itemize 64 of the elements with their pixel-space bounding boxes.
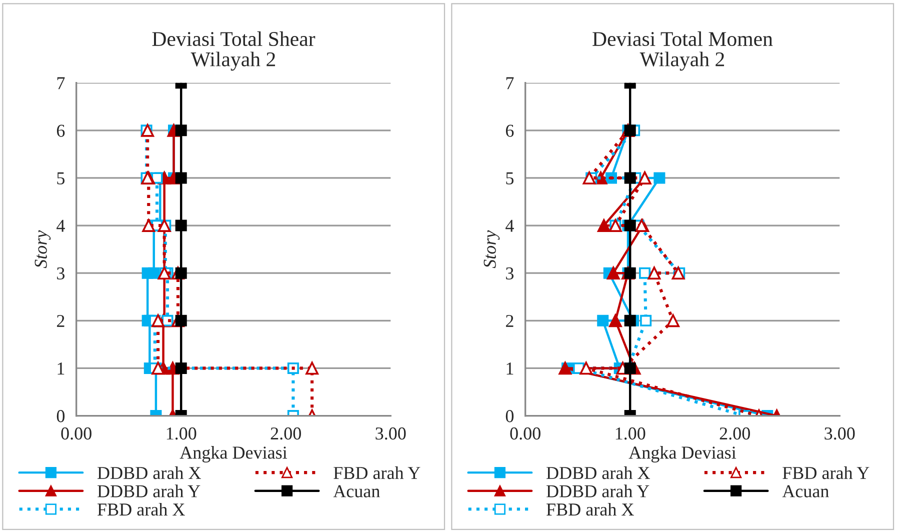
y-tick-label: 5 bbox=[506, 172, 514, 184]
y-tick-label: 2 bbox=[506, 314, 514, 327]
point bbox=[152, 362, 165, 375]
y-tick-label: 0 bbox=[56, 410, 65, 422]
legend-label: FBD arah X bbox=[546, 502, 634, 516]
legend-label: Acuan bbox=[333, 485, 380, 498]
point bbox=[640, 314, 652, 326]
y-tick-label: 6 bbox=[506, 124, 514, 137]
point bbox=[152, 314, 165, 328]
point bbox=[597, 314, 609, 326]
y-axis-title: Story bbox=[484, 230, 500, 268]
point bbox=[175, 362, 187, 374]
y-tick-label: 7 bbox=[506, 77, 514, 90]
chart-title: Deviasi Total Shear Wilayah 2 bbox=[152, 31, 316, 71]
legend-label: FBD arah Y bbox=[782, 466, 870, 480]
y-tick-label: 0 bbox=[506, 410, 514, 422]
x-tick-label: 0.00 bbox=[510, 427, 540, 440]
y-tick-label: 3 bbox=[506, 267, 514, 280]
point bbox=[175, 314, 187, 326]
point bbox=[639, 267, 651, 279]
legend-label: DDBD arah Y bbox=[546, 484, 650, 498]
chart-title: Deviasi Total Momen Wilayah 2 bbox=[592, 31, 773, 71]
y-axis-title: Story bbox=[34, 230, 51, 268]
x-tick-label: 1.00 bbox=[616, 427, 646, 440]
y-tick-label: 5 bbox=[57, 172, 65, 184]
legend-label: Acuan bbox=[782, 485, 829, 498]
point bbox=[582, 172, 596, 184]
point bbox=[606, 266, 620, 280]
point bbox=[597, 219, 610, 232]
y-tick-label: 7 bbox=[57, 77, 65, 90]
point bbox=[175, 267, 187, 279]
point bbox=[306, 362, 319, 375]
point bbox=[175, 124, 187, 136]
point bbox=[148, 267, 160, 279]
point bbox=[666, 314, 680, 328]
point bbox=[624, 172, 636, 184]
x-axis-title: Angka Deviasi bbox=[628, 446, 736, 462]
point bbox=[580, 362, 593, 375]
point bbox=[608, 314, 622, 328]
point bbox=[142, 219, 156, 232]
y-tick-label: 3 bbox=[57, 267, 65, 280]
point bbox=[654, 172, 666, 184]
point bbox=[558, 362, 572, 375]
y-tick-label: 2 bbox=[56, 314, 64, 327]
y-tick-label: 4 bbox=[506, 220, 514, 232]
x-tick-label: 2.00 bbox=[720, 427, 750, 440]
legend-label: FBD arah Y bbox=[334, 466, 420, 480]
x-tick-label: 3.00 bbox=[376, 427, 406, 440]
legend-label: DDBD arah X bbox=[98, 466, 201, 480]
y-tick-label: 1 bbox=[506, 362, 514, 374]
point bbox=[624, 314, 636, 326]
x-tick-label: 2.00 bbox=[270, 427, 301, 440]
point bbox=[648, 266, 661, 280]
x-tick-label: 1.00 bbox=[166, 427, 196, 440]
x-tick-label: 3.00 bbox=[824, 427, 855, 440]
x-tick-label: 0.00 bbox=[61, 427, 92, 440]
legend-label: DDBD arah X bbox=[546, 466, 650, 480]
legend-label: DDBD arah Y bbox=[98, 484, 200, 498]
y-tick-label: 6 bbox=[56, 124, 65, 137]
y-tick-label: 4 bbox=[56, 220, 65, 232]
legend-label: FBD arah X bbox=[98, 502, 185, 516]
point bbox=[175, 220, 187, 232]
x-axis-title: Angka Deviasi bbox=[180, 446, 288, 462]
y-tick-label: 1 bbox=[58, 362, 64, 374]
